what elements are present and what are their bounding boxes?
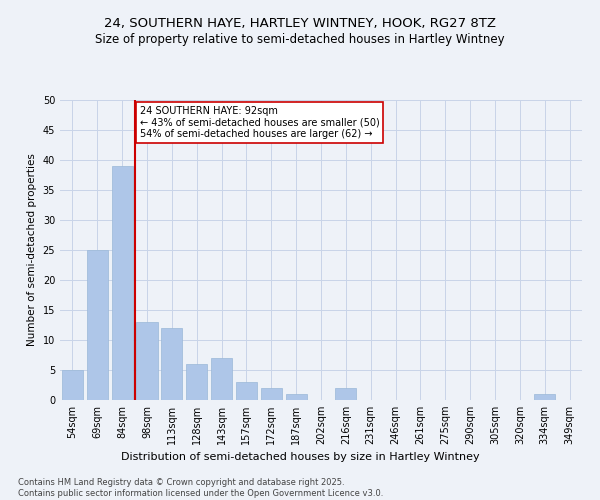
Bar: [161, 328, 182, 400]
Bar: [136, 322, 158, 400]
Bar: [286, 394, 307, 400]
Bar: [335, 388, 356, 400]
Bar: [62, 370, 83, 400]
Y-axis label: Number of semi-detached properties: Number of semi-detached properties: [27, 154, 37, 346]
Bar: [261, 388, 282, 400]
Bar: [186, 364, 207, 400]
Text: Size of property relative to semi-detached houses in Hartley Wintney: Size of property relative to semi-detach…: [95, 32, 505, 46]
Bar: [87, 250, 108, 400]
Bar: [236, 382, 257, 400]
Text: Distribution of semi-detached houses by size in Hartley Wintney: Distribution of semi-detached houses by …: [121, 452, 479, 462]
Text: Contains HM Land Registry data © Crown copyright and database right 2025.
Contai: Contains HM Land Registry data © Crown c…: [18, 478, 383, 498]
Text: 24, SOUTHERN HAYE, HARTLEY WINTNEY, HOOK, RG27 8TZ: 24, SOUTHERN HAYE, HARTLEY WINTNEY, HOOK…: [104, 18, 496, 30]
Bar: [534, 394, 555, 400]
Bar: [211, 358, 232, 400]
Text: 24 SOUTHERN HAYE: 92sqm
← 43% of semi-detached houses are smaller (50)
54% of se: 24 SOUTHERN HAYE: 92sqm ← 43% of semi-de…: [140, 106, 379, 139]
Bar: [112, 166, 133, 400]
